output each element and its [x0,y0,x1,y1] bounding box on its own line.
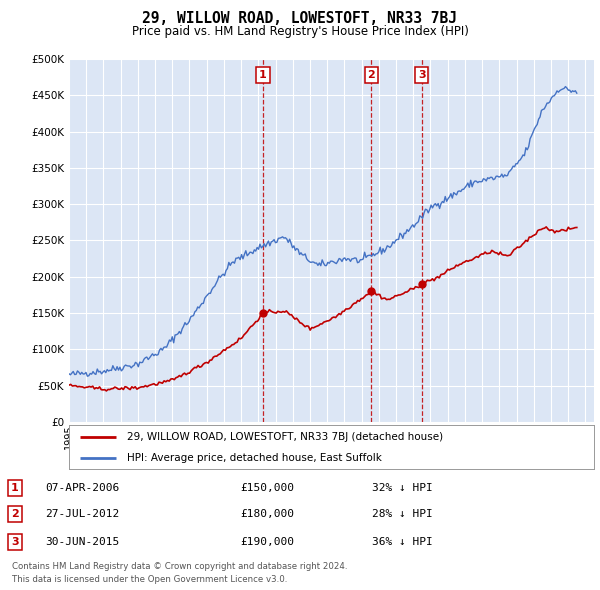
Text: 3: 3 [11,537,19,547]
Text: £150,000: £150,000 [240,483,294,493]
Text: 28% ↓ HPI: 28% ↓ HPI [372,509,433,519]
Text: 1: 1 [259,70,267,80]
Text: 2: 2 [11,509,19,519]
Text: 07-APR-2006: 07-APR-2006 [45,483,119,493]
Text: This data is licensed under the Open Government Licence v3.0.: This data is licensed under the Open Gov… [12,575,287,584]
Text: 1: 1 [11,483,19,493]
Text: £190,000: £190,000 [240,537,294,547]
Text: 36% ↓ HPI: 36% ↓ HPI [372,537,433,547]
Text: 27-JUL-2012: 27-JUL-2012 [45,509,119,519]
Text: 32% ↓ HPI: 32% ↓ HPI [372,483,433,493]
Text: Contains HM Land Registry data © Crown copyright and database right 2024.: Contains HM Land Registry data © Crown c… [12,562,347,571]
Text: 29, WILLOW ROAD, LOWESTOFT, NR33 7BJ: 29, WILLOW ROAD, LOWESTOFT, NR33 7BJ [143,11,458,25]
Text: HPI: Average price, detached house, East Suffolk: HPI: Average price, detached house, East… [127,453,382,463]
Text: £180,000: £180,000 [240,509,294,519]
Text: Price paid vs. HM Land Registry's House Price Index (HPI): Price paid vs. HM Land Registry's House … [131,25,469,38]
Text: 30-JUN-2015: 30-JUN-2015 [45,537,119,547]
Text: 3: 3 [418,70,425,80]
Text: 2: 2 [368,70,376,80]
Text: 29, WILLOW ROAD, LOWESTOFT, NR33 7BJ (detached house): 29, WILLOW ROAD, LOWESTOFT, NR33 7BJ (de… [127,432,443,442]
